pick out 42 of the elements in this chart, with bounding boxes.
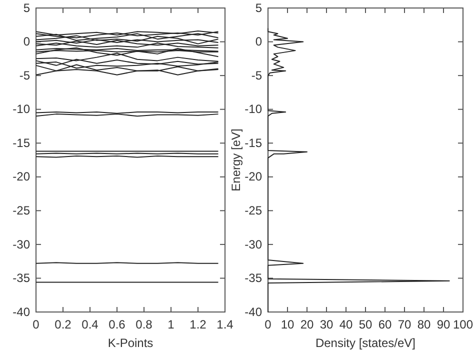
y-tick-label: -5 bbox=[19, 68, 30, 82]
x-tick-label: 0.6 bbox=[108, 318, 126, 332]
y-tick-label: 5 bbox=[23, 0, 30, 15]
y-tick-label: -35 bbox=[12, 271, 30, 286]
x-tick-label: 10 bbox=[280, 318, 294, 332]
x-tick-label: 1.2 bbox=[190, 318, 207, 332]
y-tick-label: -35 bbox=[244, 271, 262, 286]
y-tick-label: -15 bbox=[12, 136, 30, 150]
y-tick-label: -20 bbox=[12, 170, 30, 184]
y-tick-label: -25 bbox=[12, 204, 30, 218]
y-tick-label: 5 bbox=[255, 0, 262, 15]
y-tick-label: -25 bbox=[244, 204, 262, 218]
x-tick-label: 0.8 bbox=[136, 318, 153, 332]
x-tick-label: 1.4 bbox=[216, 318, 234, 332]
x-tick-label: 0.4 bbox=[82, 318, 99, 332]
x-tick-label: 0 bbox=[32, 318, 40, 332]
y-tick-label: -15 bbox=[244, 136, 262, 150]
y-tick-label: 0 bbox=[23, 34, 30, 49]
y-tick-label: -30 bbox=[12, 237, 30, 252]
y-tick-label: 0 bbox=[255, 34, 262, 49]
x-tick-label: 60 bbox=[378, 318, 392, 332]
y-axis-title: Energy [eV] bbox=[229, 128, 243, 192]
x-tick-label: 50 bbox=[358, 318, 372, 332]
y-tick-label: -40 bbox=[244, 304, 262, 319]
y-tick-label: -20 bbox=[244, 170, 262, 184]
x-tick-label: 0.2 bbox=[54, 318, 72, 332]
x-tick-label: 70 bbox=[398, 318, 412, 332]
x-axis-title: Density [states/eV] bbox=[315, 336, 416, 350]
x-tick-label: 0 bbox=[264, 318, 272, 332]
x-tick-label: 40 bbox=[339, 318, 353, 332]
y-tick-label: -10 bbox=[12, 102, 30, 116]
x-tick-label: 20 bbox=[300, 318, 314, 332]
x-tick-label: 80 bbox=[417, 318, 431, 332]
y-tick-label: -10 bbox=[244, 102, 262, 116]
y-tick-label: -5 bbox=[251, 68, 262, 82]
y-tick-label: -40 bbox=[12, 304, 30, 319]
x-tick-label: 30 bbox=[320, 318, 334, 332]
x-axis-title: K-Points bbox=[108, 336, 154, 350]
x-tick-label: 100 bbox=[452, 318, 474, 332]
y-tick-label: -30 bbox=[244, 237, 262, 252]
x-tick-label: 1 bbox=[168, 318, 175, 332]
x-tick-label: 90 bbox=[436, 318, 450, 332]
